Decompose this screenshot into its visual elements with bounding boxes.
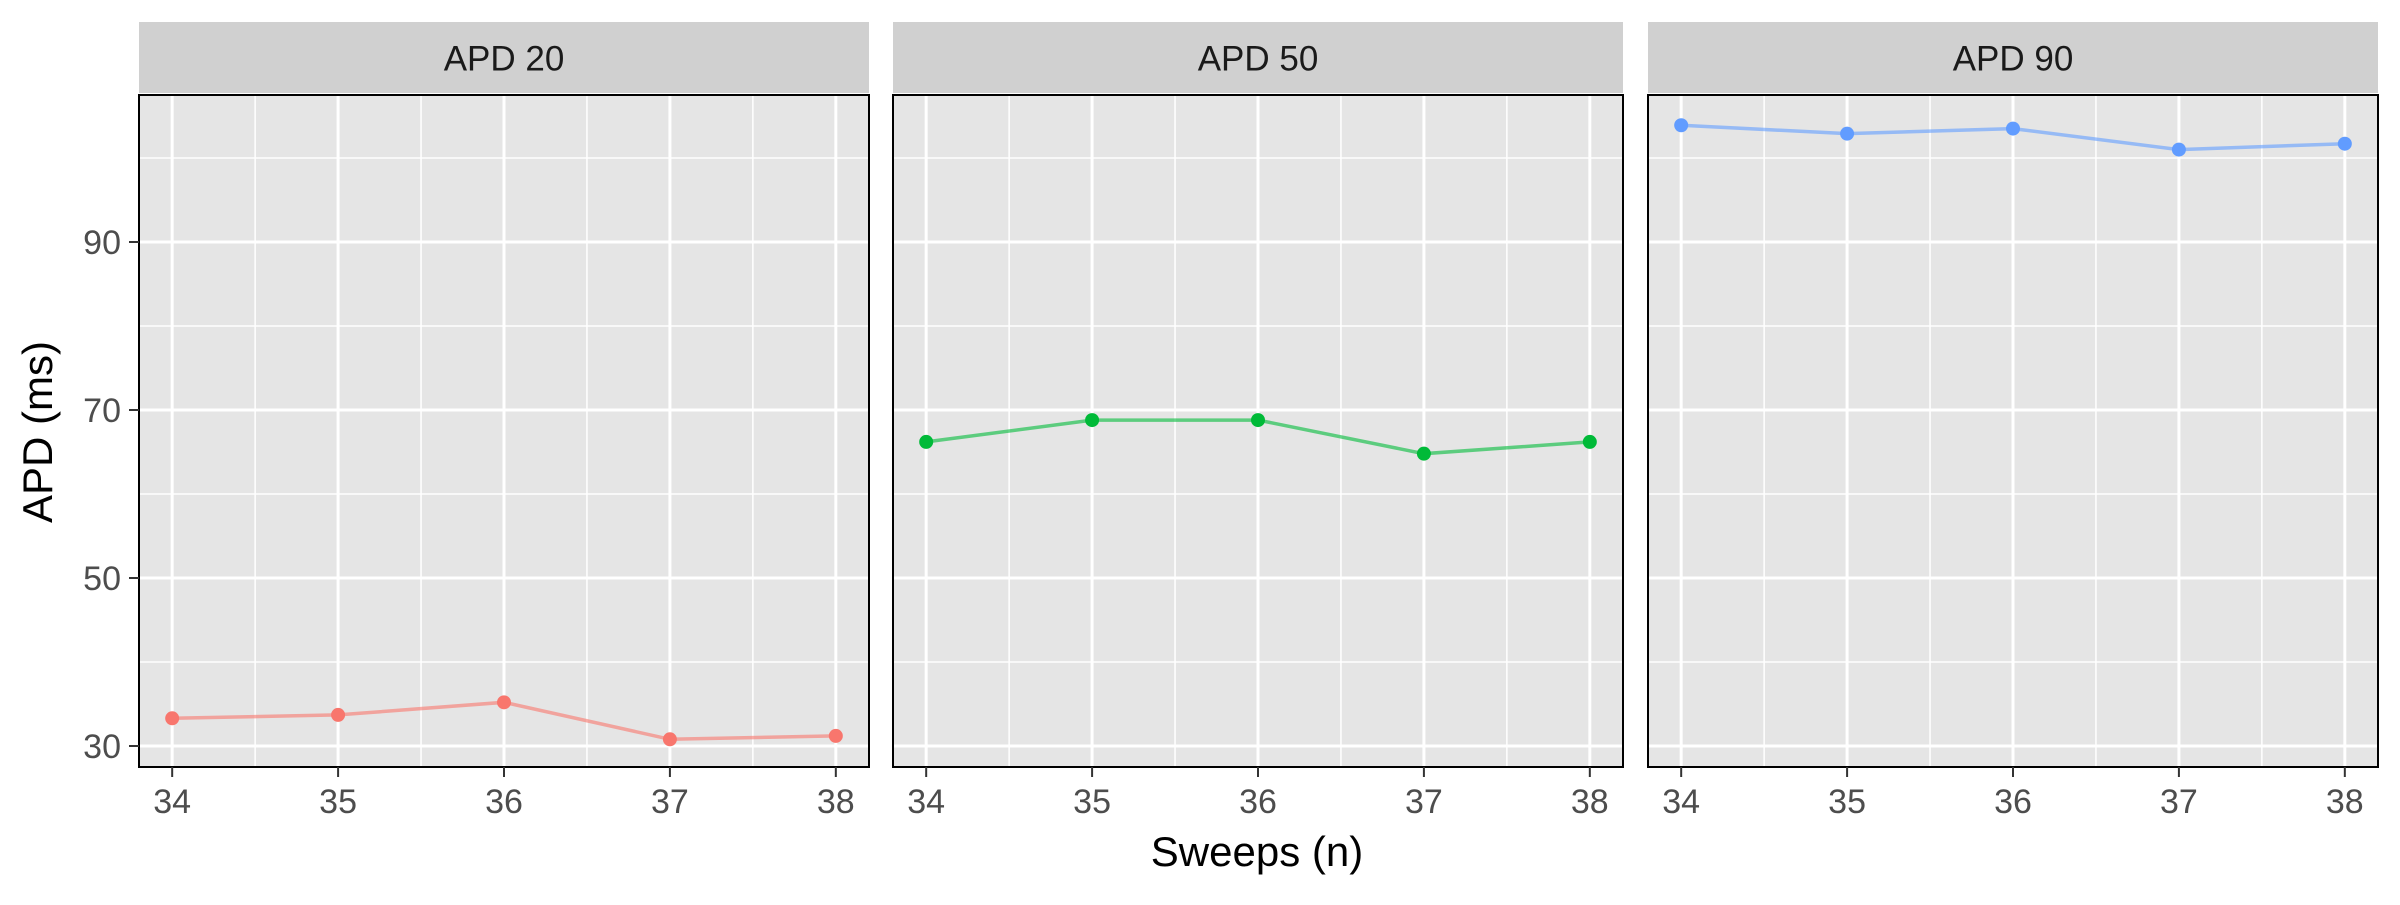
data-point	[1840, 126, 1855, 141]
x-tick-label: 37	[2160, 783, 2198, 821]
y-tick-label: 90	[83, 224, 121, 262]
x-tick-label: 34	[907, 783, 945, 821]
x-tick-label: 38	[817, 783, 855, 821]
data-point	[1416, 446, 1431, 461]
panel-1: APD 20 34 35 36 37 38 30 50 70 90	[83, 22, 870, 821]
x-tick-label: 34	[1662, 783, 1700, 821]
x-tick-label: 37	[1405, 783, 1443, 821]
data-point	[919, 434, 934, 449]
data-point	[497, 695, 511, 710]
x-tick-label: 35	[1073, 783, 1111, 821]
data-point	[165, 711, 180, 726]
x-tick-label: 36	[1239, 783, 1277, 821]
x-tick-label: 35	[1828, 783, 1866, 821]
facet-strip-label: APD 50	[1198, 40, 1319, 79]
data-point	[662, 732, 677, 747]
data-point	[1582, 434, 1597, 449]
facet-strip-label: APD 20	[444, 40, 565, 79]
panel-2: APD 50 34 35 36 37 38	[892, 22, 1624, 821]
data-point	[2337, 136, 2352, 151]
x-tick-label: 35	[319, 783, 357, 821]
data-point	[2006, 121, 2020, 136]
x-tick-label: 38	[2326, 783, 2364, 821]
facet-strip	[893, 22, 1623, 93]
y-tick-label: 50	[83, 560, 121, 598]
x-tick-label: 37	[651, 783, 689, 821]
x-axis-title: Sweeps (n)	[1151, 828, 1363, 875]
data-point	[1251, 413, 1265, 428]
panel-3: APD 90 34 35 36 37 38	[1647, 22, 2379, 821]
data-point	[331, 707, 346, 722]
x-tick-label: 38	[1571, 783, 1609, 821]
y-axis-title: APD (ms)	[14, 341, 61, 523]
data-point	[1085, 413, 1100, 428]
data-point	[828, 728, 843, 743]
facet-strip-label: APD 90	[1953, 40, 2074, 79]
facet-strip	[139, 22, 869, 93]
facet-strip	[1648, 22, 2378, 93]
y-tick-label: 30	[83, 728, 121, 766]
data-point	[2171, 142, 2186, 157]
x-tick-label: 36	[1994, 783, 2032, 821]
x-tick-label: 36	[485, 783, 523, 821]
panels-layer: APD 20 34 35 36 37 38 30 50 70 90 APD 50 34 35 36 37 38…	[83, 22, 2379, 821]
y-tick-label: 70	[83, 392, 121, 430]
data-point	[1674, 118, 1689, 133]
x-tick-label: 34	[153, 783, 191, 821]
